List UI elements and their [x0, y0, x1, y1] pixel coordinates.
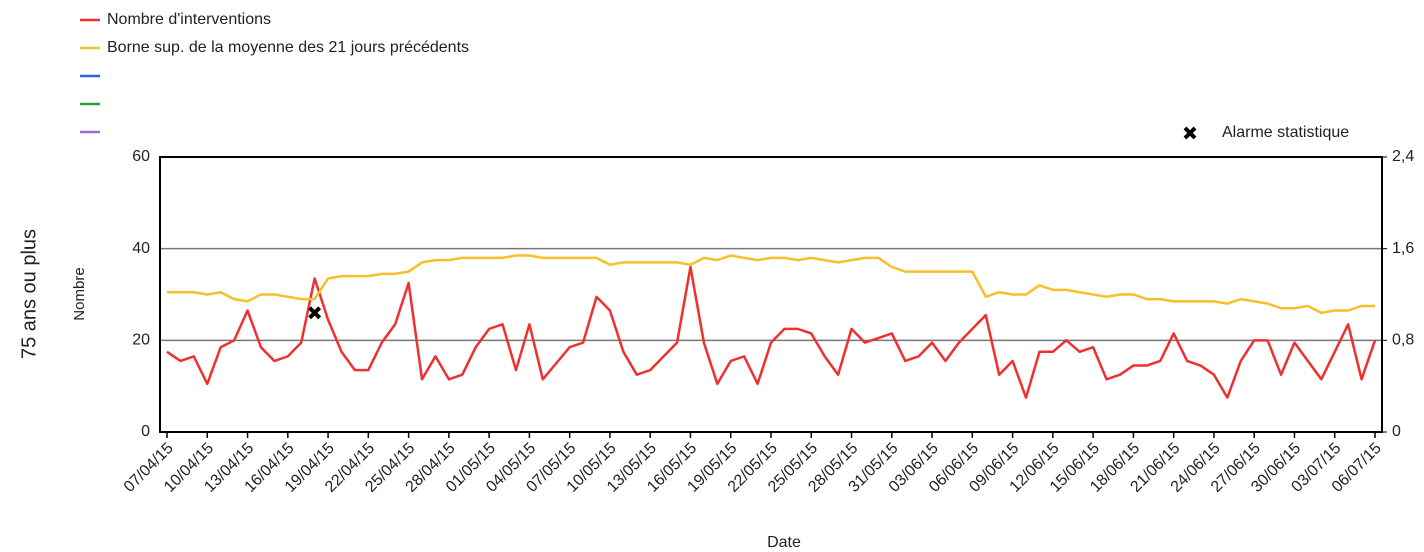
- y-tick-label: 40: [132, 240, 150, 257]
- y2-tick-label: 2,4: [1392, 148, 1414, 165]
- legend-label: Alarme statistique: [1222, 124, 1349, 141]
- y-tick-label: 0: [141, 423, 150, 440]
- legend-marker: [1183, 126, 1197, 140]
- legend-label: Borne sup. de la moyenne des 21 jours pr…: [107, 39, 469, 56]
- y2-tick-label: 1,6: [1392, 240, 1414, 257]
- x-axis-label: Date: [767, 534, 801, 551]
- y-tick-label: 20: [132, 332, 150, 349]
- y-tick-label: 60: [132, 148, 150, 165]
- side-label: 75 ans ou plus: [18, 229, 40, 359]
- series-line: [166, 265, 1377, 399]
- alarm-marker: [308, 306, 322, 320]
- legend-label: Nombre d'interventions: [107, 11, 271, 28]
- y-axis-label: Nombre: [71, 267, 88, 320]
- series-line: [167, 254, 1375, 315]
- y2-tick-label: 0: [1392, 423, 1401, 440]
- plot-frame: [159, 156, 1383, 433]
- y2-tick-label: 0,8: [1392, 332, 1414, 349]
